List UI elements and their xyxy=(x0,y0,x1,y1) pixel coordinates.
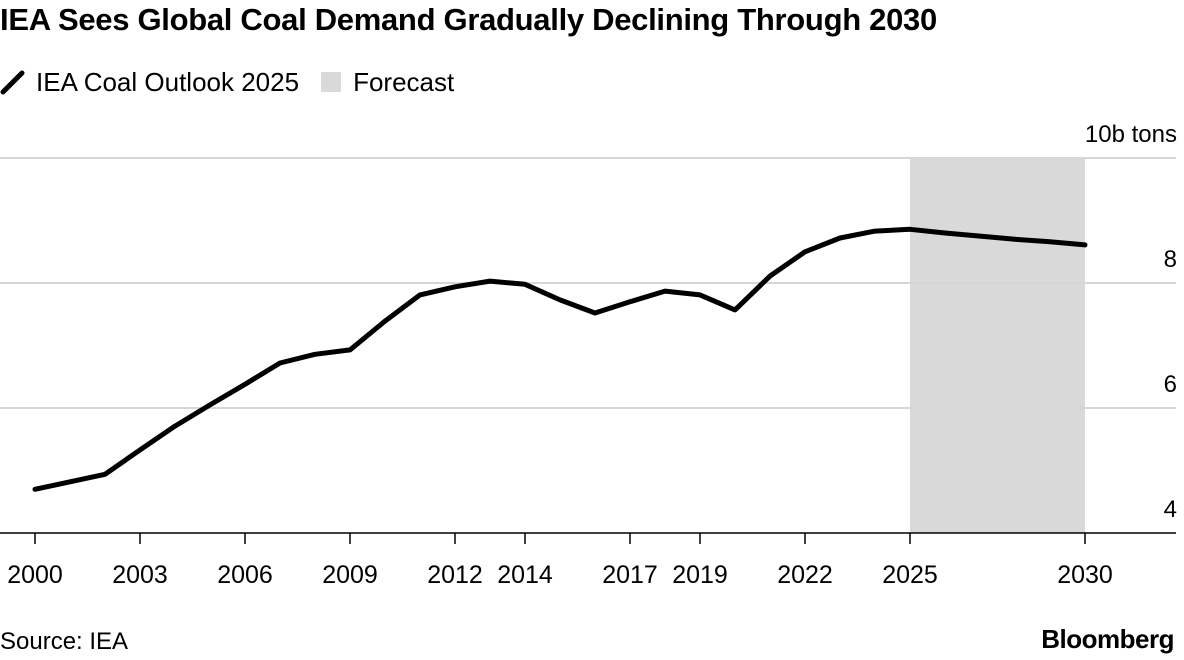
x-axis-ticks: 2000 2003 2006 2009 2012 2014 2017 2019 2022 2025… xyxy=(7,533,1113,589)
source-note: Source: IEA xyxy=(0,628,129,655)
legend-item-outlook: IEA Coal Outlook 2025 xyxy=(0,67,299,98)
y-tick-label: 8 xyxy=(1164,246,1177,273)
y-tick-label: 4 xyxy=(1164,496,1177,523)
line-series-icon xyxy=(0,70,25,95)
x-tick-label: 2009 xyxy=(322,561,378,589)
legend-label-forecast: Forecast xyxy=(353,66,455,97)
x-tick-label: 2006 xyxy=(217,561,273,589)
y-tick-label: 10b tons xyxy=(1085,121,1177,148)
y-tick-label: 6 xyxy=(1164,371,1177,398)
x-tick-label: 2022 xyxy=(777,561,833,589)
x-tick-label: 2017 xyxy=(602,561,658,589)
gridlines xyxy=(0,157,1176,409)
x-tick-label: 2030 xyxy=(1057,561,1113,589)
x-tick-label: 2000 xyxy=(7,561,63,589)
chart-title: IEA Sees Global Coal Demand Gradually De… xyxy=(0,2,937,37)
forecast-swatch-icon xyxy=(321,72,342,92)
forecast-band xyxy=(910,158,1085,533)
legend-item-forecast: Forecast xyxy=(321,67,454,98)
x-tick-label: 2019 xyxy=(672,561,728,589)
x-tick-label: 2012 xyxy=(427,561,483,589)
legend-label-outlook: IEA Coal Outlook 2025 xyxy=(36,66,300,97)
x-tick-label: 2025 xyxy=(882,561,938,589)
legend: IEA Coal Outlook 2025 Forecast xyxy=(0,66,476,98)
bloomberg-logo: Bloomberg xyxy=(1041,624,1174,654)
y-axis-labels: 4 6 8 10b tons xyxy=(1085,121,1177,523)
series-line-coal-demand xyxy=(32,226,1088,492)
x-tick-label: 2003 xyxy=(112,561,168,589)
x-tick-label: 2014 xyxy=(497,561,553,589)
